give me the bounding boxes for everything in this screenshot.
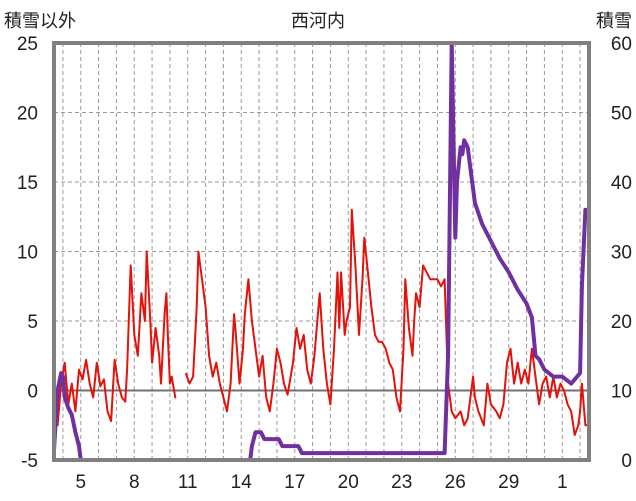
chart-title: 西河内 — [291, 11, 345, 32]
plot-frame — [52, 41, 591, 462]
grid-lines — [54, 43, 589, 460]
x-tick-label: 14 — [231, 472, 253, 493]
y-axis-left-ticks: -5 0 5 10 15 20 25 — [17, 34, 38, 472]
x-axis-ticks: 5 8 11 14 17 20 23 26 29 1 — [75, 472, 567, 493]
x-tick-label: 11 — [178, 472, 198, 493]
temperature-line-segment-1 — [185, 208, 590, 436]
y-left-tick-label: -5 — [21, 451, 38, 472]
y-right-tick-label: 50 — [611, 104, 632, 125]
y-axis-right-label: 積雪 — [596, 11, 632, 32]
y-left-tick-label: 10 — [17, 243, 38, 264]
temperature-line-segment-0 — [56, 250, 177, 427]
y-left-tick-label: 20 — [17, 104, 38, 125]
x-tick-label: 26 — [445, 472, 466, 493]
x-tick-label: 23 — [391, 472, 412, 493]
y-right-tick-label: 0 — [621, 451, 632, 472]
x-tick-label: 8 — [129, 472, 140, 493]
x-tick-label: 1 — [557, 472, 568, 493]
y-right-tick-label: 30 — [611, 243, 632, 264]
y-right-tick-label: 20 — [611, 312, 632, 333]
x-tick-label: 17 — [284, 472, 305, 493]
x-tick-label: 29 — [498, 472, 519, 493]
y-left-tick-label: 5 — [27, 312, 38, 333]
y-right-tick-label: 10 — [611, 382, 632, 403]
y-axis-right-ticks: 0 10 20 30 40 50 60 — [611, 34, 632, 472]
y-left-tick-label: 0 — [27, 382, 38, 403]
y-right-tick-label: 60 — [611, 34, 632, 55]
x-tick-label: 20 — [338, 472, 359, 493]
x-tick-label: 5 — [75, 472, 86, 493]
y-right-tick-label: 40 — [611, 173, 632, 194]
y-left-tick-label: 25 — [17, 34, 38, 55]
y-left-tick-label: 15 — [17, 173, 38, 194]
y-axis-left-label: 積雪以外 — [4, 11, 76, 32]
